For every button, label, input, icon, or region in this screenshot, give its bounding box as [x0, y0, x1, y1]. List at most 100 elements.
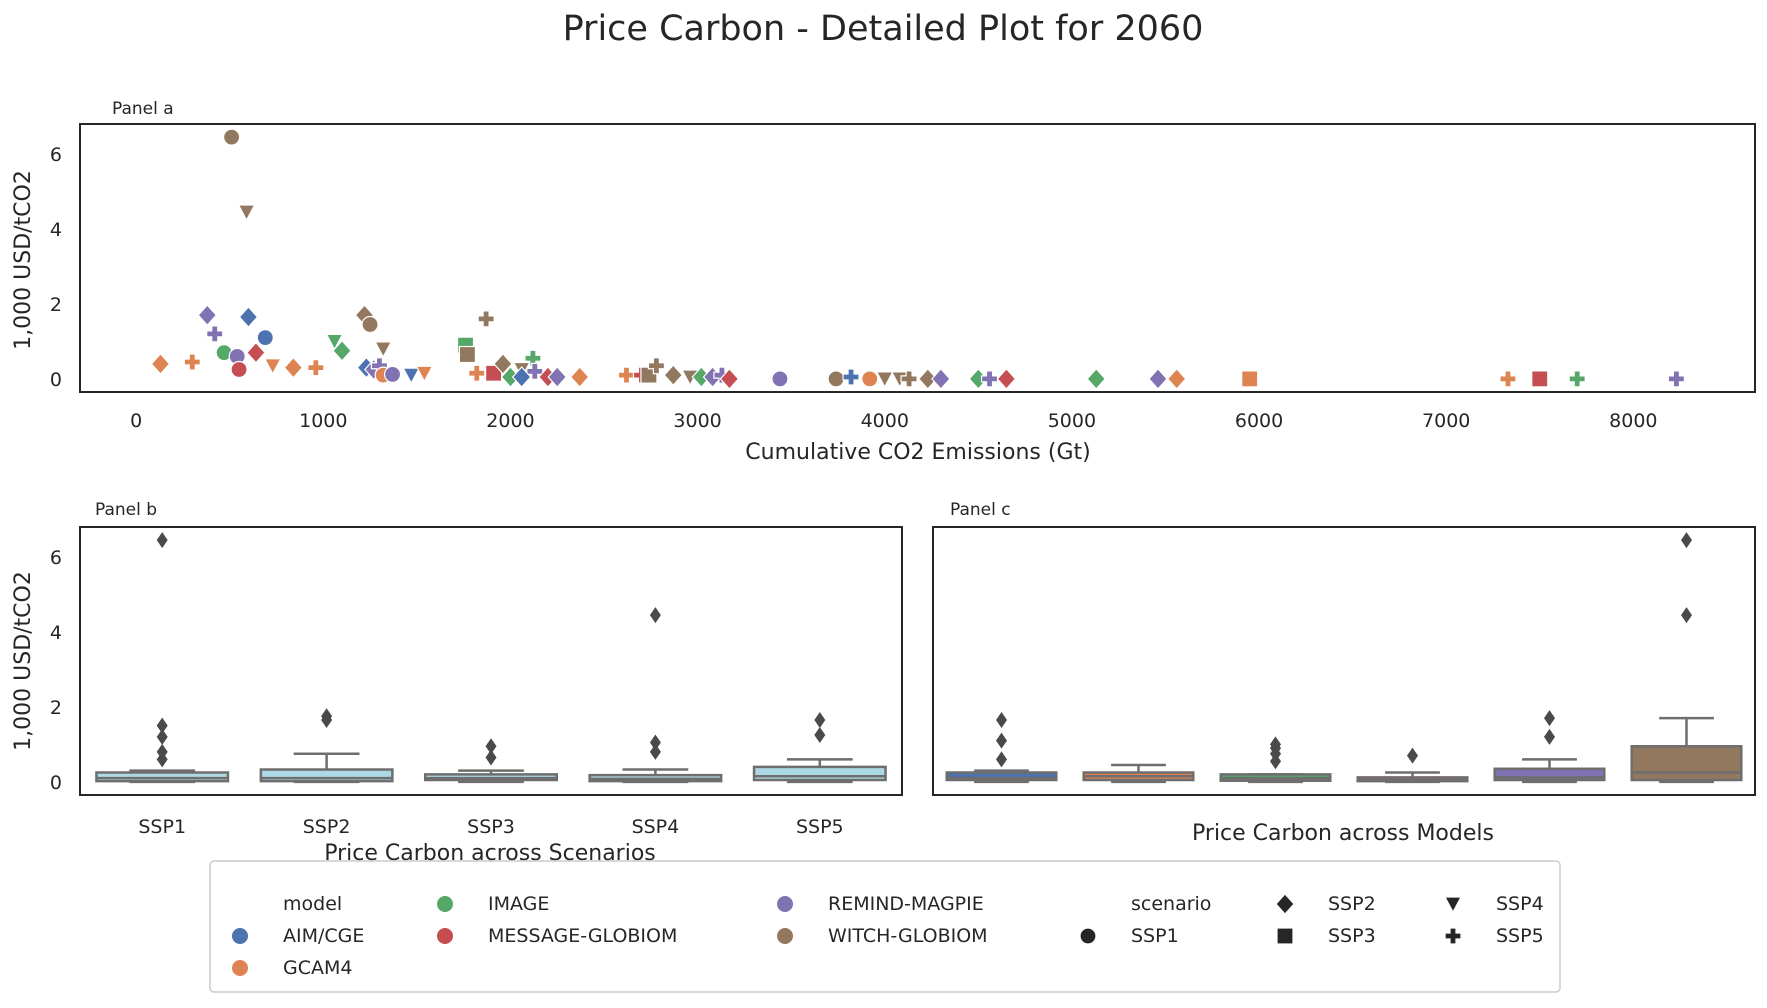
legend-label: REMIND-MAGPIE [828, 893, 984, 915]
box-category-label: SSP2 [303, 816, 351, 838]
scatter-point [222, 128, 241, 146]
panel-c-xlabel: Price Carbon across Models [1192, 821, 1494, 846]
panel-a-scatter: Panel a Cumulative CO2 Emissions (Gt) 1,… [11, 99, 1756, 465]
box-category-label: SSP5 [796, 816, 844, 838]
scatter-point [230, 360, 248, 379]
scatter-point [996, 367, 1017, 390]
scatter-point [150, 352, 171, 375]
panel-b-ylabel: 1,000 USD/tCO2 [11, 571, 36, 751]
box-outlier [649, 734, 661, 751]
scatter-point [325, 333, 344, 351]
scatter-point [183, 353, 201, 371]
legend-marker [1079, 927, 1097, 945]
panel-ytick-label: 2 [50, 697, 62, 719]
scatter-point [917, 367, 938, 390]
scatter-point [1166, 367, 1187, 390]
scatter-point [238, 306, 259, 328]
box-outlier [485, 749, 497, 766]
box-outlier [996, 732, 1007, 749]
scatter-point [547, 366, 568, 388]
legend-marker [1444, 896, 1462, 914]
scatter-point [477, 310, 495, 328]
scatter-point [458, 345, 477, 364]
scatter-point [663, 364, 684, 387]
panel-ytick-label: 4 [50, 622, 62, 644]
legend-marker [232, 928, 248, 944]
legend-label: SSP3 [1328, 925, 1376, 947]
box-category-label: SSP3 [467, 816, 515, 838]
scatter-point [361, 315, 379, 334]
scatter-point [511, 366, 532, 388]
scatter-point [493, 352, 513, 375]
figure-title: Price Carbon - Detailed Plot for 2060 [563, 9, 1204, 49]
legend-marker [1276, 927, 1294, 945]
panel-a-ytick-label: 4 [50, 219, 62, 241]
scatter-point [1148, 367, 1168, 390]
scatter-point [861, 370, 879, 388]
box-outlier [1544, 728, 1555, 745]
scatter-point [237, 204, 256, 222]
box-outlier [1407, 747, 1418, 764]
scatter-point [307, 359, 325, 377]
box-iqr [1630, 745, 1743, 782]
box-outlier [1681, 532, 1692, 549]
panel-a-frame [79, 123, 1756, 393]
scatter-point [263, 358, 282, 376]
box-outlier [1270, 753, 1281, 770]
panel-a-xtick-label: 7000 [1422, 410, 1470, 432]
box-outlier [485, 738, 497, 755]
scatter-point [827, 370, 845, 388]
panel-b-boxplot: Panel b Price Carbon across Scenarios 1,… [11, 500, 903, 866]
panel-a-xtick-label: 1000 [299, 410, 347, 432]
scatter-point [206, 325, 224, 343]
box-outlier [649, 607, 661, 624]
scatter-point [771, 370, 789, 388]
box-outlier [156, 717, 168, 734]
box-outlier [814, 712, 826, 729]
panel-a-xtick-label: 6000 [1235, 410, 1283, 432]
panel-a-ytick-label: 2 [50, 294, 62, 316]
scatter-point [647, 357, 666, 375]
box-outlier [996, 751, 1007, 768]
panel-c-title: Panel c [950, 500, 1011, 520]
panel-ytick-label: 6 [50, 547, 62, 569]
scatter-point [332, 339, 352, 362]
panel-b-title: Panel b [95, 500, 157, 520]
scatter-point [617, 366, 636, 384]
scatter-point [980, 370, 999, 388]
box-outlier [156, 751, 168, 768]
panel-a-xtick-label: 2000 [486, 410, 534, 432]
panel-b-frame [79, 526, 903, 796]
panel-b-ticks: 0 2 4 6 [50, 547, 62, 794]
panel-a-xtick-label: 5000 [1048, 410, 1096, 432]
scatter-point [569, 366, 590, 388]
legend-label: IMAGE [488, 893, 549, 915]
scatter-point [1667, 370, 1685, 388]
scatter-point [256, 329, 274, 347]
panel-a-ytick-label: 0 [50, 369, 62, 391]
legend: model AIM/CGE GCAM4 IMAGE MESSAGE-GLOBIOM REM… [209, 860, 1561, 993]
panel-a-ylabel: 1,000 USD/tCO2 [11, 170, 36, 350]
panel-a-xtick-label: 4000 [861, 410, 909, 432]
box-category-label: SSP4 [632, 816, 680, 838]
box-outlier [321, 712, 333, 729]
box-category-label: SSP1 [138, 816, 186, 838]
box-iqr [752, 765, 887, 782]
box-outlier [649, 743, 661, 760]
legend-label: SSP5 [1496, 925, 1544, 947]
box-outlier [1681, 607, 1692, 624]
legend-label: MESSAGE-GLOBIOM [488, 925, 677, 947]
panel-a-xtick-label: 8000 [1609, 410, 1657, 432]
box-iqr [95, 771, 230, 783]
legend-label: SSP4 [1496, 893, 1544, 915]
legend-items: model AIM/CGE GCAM4 IMAGE MESSAGE-GLOBIOM REM… [232, 893, 1544, 979]
panel-a-xtick-label: 3000 [673, 410, 721, 432]
scatter-point [526, 362, 544, 380]
panel-a-points [150, 128, 1685, 390]
panel-a-ticks: 0 1000 2000 3000 4000 5000 6000 7000 8000 0 2 4 6 [50, 144, 1658, 432]
scatter-point [1568, 370, 1586, 388]
scatter-point [197, 304, 218, 327]
panel-c-boxes [945, 532, 1743, 784]
scatter-point [402, 367, 421, 385]
